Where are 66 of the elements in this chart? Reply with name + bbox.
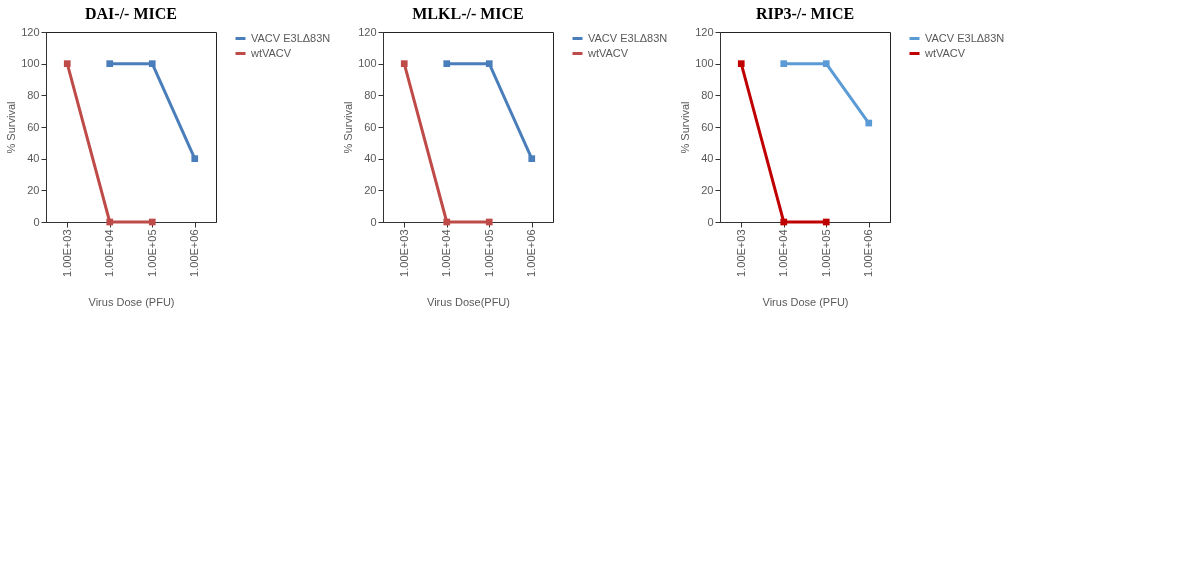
- legend-label: wtVACV: [587, 46, 629, 59]
- y-tick-label: 80: [27, 88, 40, 101]
- legend-label: VACV E3LΔ83N: [925, 31, 1005, 44]
- point: [63, 60, 71, 68]
- point: [443, 60, 451, 68]
- point: [822, 218, 830, 226]
- point: [106, 60, 114, 68]
- point: [485, 60, 493, 68]
- y-tick-label: 40: [27, 152, 40, 165]
- y-axis-title: % Survival: [342, 101, 355, 154]
- point: [737, 60, 745, 68]
- x-tick-label: 1.00E+04: [103, 229, 116, 277]
- x-tick-label: 1.00E+06: [188, 229, 201, 277]
- x-tick-label: 1.00E+05: [145, 229, 158, 277]
- x-tick-label: 1.00E+04: [777, 229, 790, 277]
- point: [148, 60, 156, 68]
- y-tick-label: 0: [33, 215, 40, 228]
- y-tick-label: 100: [358, 57, 377, 70]
- y-axis-title: % Survival: [679, 101, 692, 154]
- chart-title: MLKL-/- MICE: [412, 5, 524, 22]
- point: [865, 119, 873, 127]
- y-tick-label: 80: [364, 88, 377, 101]
- legend-label: VACV E3LΔ83N: [251, 31, 331, 44]
- chart-title: DAI-/- MICE: [85, 5, 177, 22]
- x-tick-label: 1.00E+06: [862, 229, 875, 277]
- y-tick-label: 100: [21, 57, 40, 70]
- point: [780, 60, 788, 68]
- point: [780, 218, 788, 226]
- x-tick-label: 1.00E+04: [440, 229, 453, 277]
- y-tick-label: 60: [27, 120, 40, 133]
- x-tick-label: 1.00E+05: [482, 229, 495, 277]
- y-tick-label: 20: [27, 183, 40, 196]
- y-tick-label: 20: [701, 183, 714, 196]
- point: [443, 218, 451, 226]
- legend-label: VACV E3LΔ83N: [588, 31, 668, 44]
- y-tick-label: 60: [364, 120, 377, 133]
- y-tick-label: 120: [358, 25, 377, 38]
- y-tick-label: 120: [695, 25, 714, 38]
- y-tick-label: 80: [701, 88, 714, 101]
- x-tick-label: 1.00E+03: [397, 229, 410, 277]
- point: [148, 218, 156, 226]
- y-tick-label: 120: [21, 25, 40, 38]
- x-tick-label: 1.00E+05: [819, 229, 832, 277]
- chart-title: RIP3-/- MICE: [755, 5, 855, 22]
- point: [400, 60, 408, 68]
- point: [106, 218, 114, 226]
- y-tick-label: 0: [707, 215, 714, 228]
- x-tick-label: 1.00E+06: [525, 229, 538, 277]
- point: [528, 155, 536, 163]
- point: [822, 60, 830, 68]
- legend-label: wtVACV: [924, 46, 966, 59]
- y-axis-title: % Survival: [5, 101, 18, 154]
- x-axis-title: Virus Dose(PFU): [427, 295, 510, 308]
- x-axis-title: Virus Dose (PFU): [88, 295, 175, 308]
- y-tick-label: 100: [695, 57, 714, 70]
- y-tick-label: 60: [701, 120, 714, 133]
- point: [191, 155, 199, 163]
- y-tick-label: 0: [370, 215, 377, 228]
- y-tick-label: 20: [364, 183, 377, 196]
- y-tick-label: 40: [701, 152, 714, 165]
- x-axis-title: Virus Dose (PFU): [762, 295, 849, 308]
- point: [485, 218, 493, 226]
- y-tick-label: 40: [364, 152, 377, 165]
- x-tick-label: 1.00E+03: [60, 229, 73, 277]
- x-tick-label: 1.00E+03: [734, 229, 747, 277]
- legend-label: wtVACV: [250, 46, 292, 59]
